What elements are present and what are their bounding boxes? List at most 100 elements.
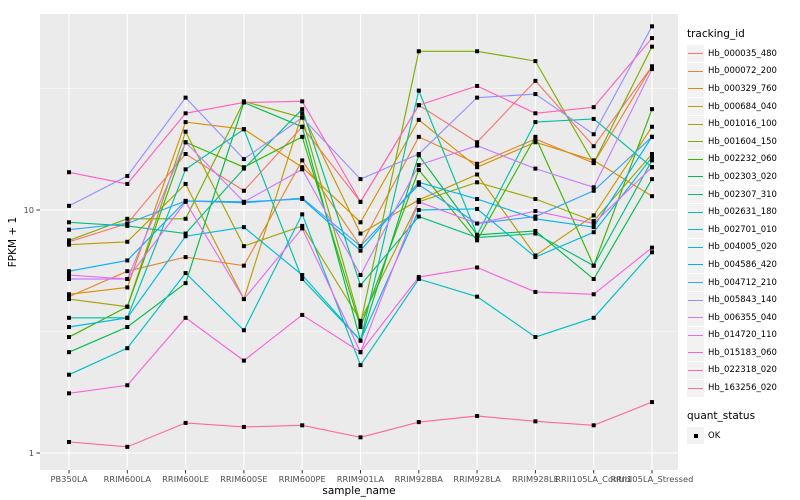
x-tick-label: RRIM600LA [104, 474, 152, 484]
legend-item-label: Hb_002232_060 [708, 154, 777, 165]
legend-line-key-icon [687, 80, 704, 98]
data-point [475, 413, 480, 418]
x-tick-label: RRIM928LE [512, 474, 559, 484]
data-point [300, 99, 305, 104]
y-tick-label: 10 [23, 205, 34, 215]
data-point [475, 172, 480, 177]
legend-line-key-icon [687, 115, 704, 133]
legend-item-Hb_001016_100: Hb_001016_100 [687, 115, 799, 133]
data-point [533, 209, 538, 214]
data-point [67, 292, 71, 297]
legend-item-Hb_022318_020: Hb_022318_020 [687, 361, 799, 380]
data-point [416, 88, 421, 93]
legend-item-Hb_004712_210: Hb_004712_210 [687, 274, 799, 292]
legend-line-key-icon [687, 344, 704, 362]
legend-line-key-icon [687, 274, 704, 292]
data-point [533, 228, 538, 233]
axes: PB350LA RRIM600LA RRIM600LE RRIM600SE RRIM60… [23, 205, 693, 484]
data-point [67, 294, 71, 299]
data-point [300, 115, 305, 120]
data-point [125, 304, 130, 309]
legend-item-label: Hb_004005_020 [708, 242, 777, 253]
data-point [533, 231, 538, 236]
data-point [358, 325, 363, 330]
data-point [241, 328, 246, 333]
data-point [416, 103, 421, 108]
quant-status-legend-items: OK [687, 427, 799, 445]
data-point [475, 238, 480, 243]
legend-item-label: Hb_002303_020 [708, 171, 777, 182]
data-point [183, 216, 188, 221]
data-point [125, 383, 130, 388]
legend-item-Hb_000684_040: Hb_000684_040 [687, 98, 799, 116]
data-point [591, 132, 596, 137]
data-point [475, 140, 480, 145]
data-point [67, 439, 71, 444]
data-point [125, 221, 130, 226]
legend-line-key-icon [687, 203, 704, 221]
legend-item-label: Hb_163256_020 [708, 383, 777, 394]
data-point [67, 277, 71, 282]
data-point [416, 163, 421, 168]
data-point [416, 420, 421, 425]
data-point [241, 157, 246, 162]
data-point [533, 92, 538, 97]
plot-panel-background [40, 14, 678, 470]
data-point [475, 180, 480, 185]
data-point [183, 315, 188, 320]
data-point [358, 248, 363, 253]
data-point [183, 120, 188, 125]
legend-item-label: Hb_004586_420 [708, 259, 777, 270]
data-point [358, 318, 363, 323]
data-point [416, 199, 421, 204]
data-point [67, 242, 71, 247]
data-point [475, 294, 480, 299]
legend-item-label: Hb_000329_760 [708, 83, 777, 94]
data-point [650, 24, 654, 29]
data-point [241, 358, 246, 363]
data-point [475, 232, 480, 237]
legend-line-key-icon [687, 98, 704, 116]
x-tick-label: RRIM600LE [162, 474, 209, 484]
series-points [67, 24, 654, 449]
data-point [650, 107, 654, 112]
data-point [533, 120, 538, 125]
legend-item-Hb_015183_060: Hb_015183_060 [687, 344, 799, 362]
data-point [475, 83, 480, 88]
legend-item-label: Hb_001016_100 [708, 119, 777, 130]
legend-item-Hb_002232_060: Hb_002232_060 [687, 150, 799, 169]
data-point [300, 111, 305, 116]
data-point [183, 255, 188, 260]
data-point [650, 158, 654, 163]
data-point [183, 271, 188, 276]
data-point [241, 100, 246, 105]
legend-line-key-icon [687, 168, 704, 186]
data-point [358, 363, 363, 368]
data-point [650, 44, 654, 49]
data-point [416, 208, 421, 212]
data-point [416, 180, 421, 185]
data-point [591, 116, 596, 121]
data-point [650, 400, 654, 405]
data-point [591, 221, 596, 226]
data-point [125, 315, 130, 320]
data-point [67, 227, 71, 232]
data-point [591, 315, 596, 320]
data-point [300, 312, 305, 317]
legend-item-Hb_002701_010: Hb_002701_010 [687, 221, 799, 239]
legend-item-label: Hb_002631_180 [708, 207, 777, 218]
data-point [591, 230, 596, 235]
legend-item-Hb_004586_420: Hb_004586_420 [687, 256, 799, 274]
data-point [358, 350, 363, 355]
legend-line-key-icon [687, 133, 704, 151]
data-point [416, 117, 421, 122]
data-point [416, 152, 421, 157]
data-point [67, 372, 71, 377]
data-point [241, 225, 246, 230]
data-point [475, 95, 480, 100]
data-point [183, 420, 188, 425]
x-tick-label: RRIM928BA [395, 474, 444, 484]
data-point [300, 273, 305, 278]
data-point [416, 182, 421, 187]
data-point [650, 152, 654, 157]
